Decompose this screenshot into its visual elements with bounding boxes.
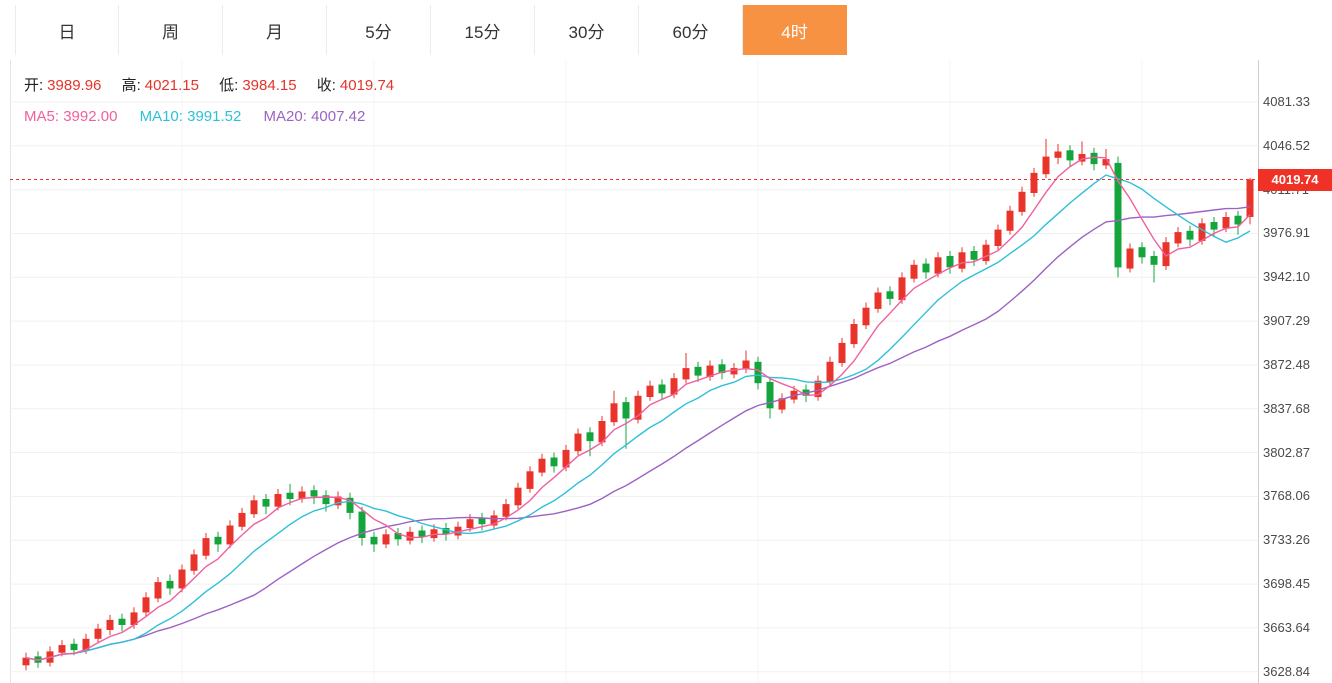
chart-legend: 开: 3989.96 高: 4021.15 低: 3984.15 收: 4019.74 … [24, 70, 410, 132]
y-axis-label: 3872.48 [1263, 356, 1310, 372]
tab-week[interactable]: 周 [119, 5, 223, 55]
chart-left-border [10, 60, 11, 683]
tab-30min[interactable]: 30分 [535, 5, 639, 55]
close-label: 收: [316, 77, 336, 94]
tab-15min[interactable]: 15分 [431, 5, 535, 55]
open-label: 开: [24, 77, 44, 94]
y-axis-label: 3907.29 [1263, 313, 1310, 329]
ma5-legend: MA5: 3992.00 [24, 108, 117, 125]
y-axis-label: 3942.10 [1263, 269, 1310, 285]
close-value: 4019.74 [339, 77, 395, 94]
ma10-label: MA10: [139, 108, 183, 125]
y-axis-label: 3628.84 [1263, 663, 1310, 679]
y-axis-label: 3768.06 [1263, 488, 1310, 504]
tab-month[interactable]: 月 [223, 5, 327, 55]
y-axis-label: 3733.26 [1263, 532, 1310, 548]
tab-day[interactable]: 日 [15, 5, 119, 55]
y-axis-line [1258, 60, 1259, 683]
y-axis-label: 4081.33 [1263, 94, 1310, 109]
timeframe-tabbar: 日 周 月 5分 15分 30分 60分 4时 [0, 0, 1332, 60]
ma20-label: MA20: [263, 108, 307, 125]
open-value: 3989.96 [47, 77, 102, 94]
ma5-value: 3992.00 [63, 108, 118, 125]
last-price-tag: 4019.74 [1258, 168, 1332, 191]
y-axis-label: 3698.45 [1263, 576, 1310, 592]
ma5-label: MA5: [24, 108, 60, 125]
low-label: 低: [219, 77, 239, 94]
y-axis-label: 4046.52 [1263, 137, 1310, 153]
y-axis-label: 3976.91 [1263, 225, 1310, 241]
ma-legend-row: MA5: 3992.00 MA10: 3991.52 MA20: 4007.42 [24, 101, 410, 132]
high-label: 高: [121, 77, 141, 94]
ma10-legend: MA10: 3991.52 [140, 108, 242, 125]
tab-5min[interactable]: 5分 [327, 5, 431, 55]
tab-4hour[interactable]: 4时 [743, 5, 847, 55]
y-axis-label: 3663.64 [1263, 619, 1310, 635]
high-value: 4021.15 [144, 77, 199, 94]
ma20-legend: MA20: 4007.42 [264, 108, 366, 125]
kline-chart[interactable] [10, 60, 1258, 683]
y-axis-label: 3837.68 [1263, 400, 1310, 416]
ohlc-legend-row: 开: 3989.96 高: 4021.15 低: 3984.15 收: 4019.74 [24, 70, 410, 101]
y-axis-label: 3802.87 [1263, 444, 1310, 460]
ma10-value: 3991.52 [187, 108, 242, 125]
ma20-value: 4007.42 [311, 108, 366, 125]
low-value: 3984.15 [242, 77, 297, 94]
tab-60min[interactable]: 60分 [639, 5, 743, 55]
